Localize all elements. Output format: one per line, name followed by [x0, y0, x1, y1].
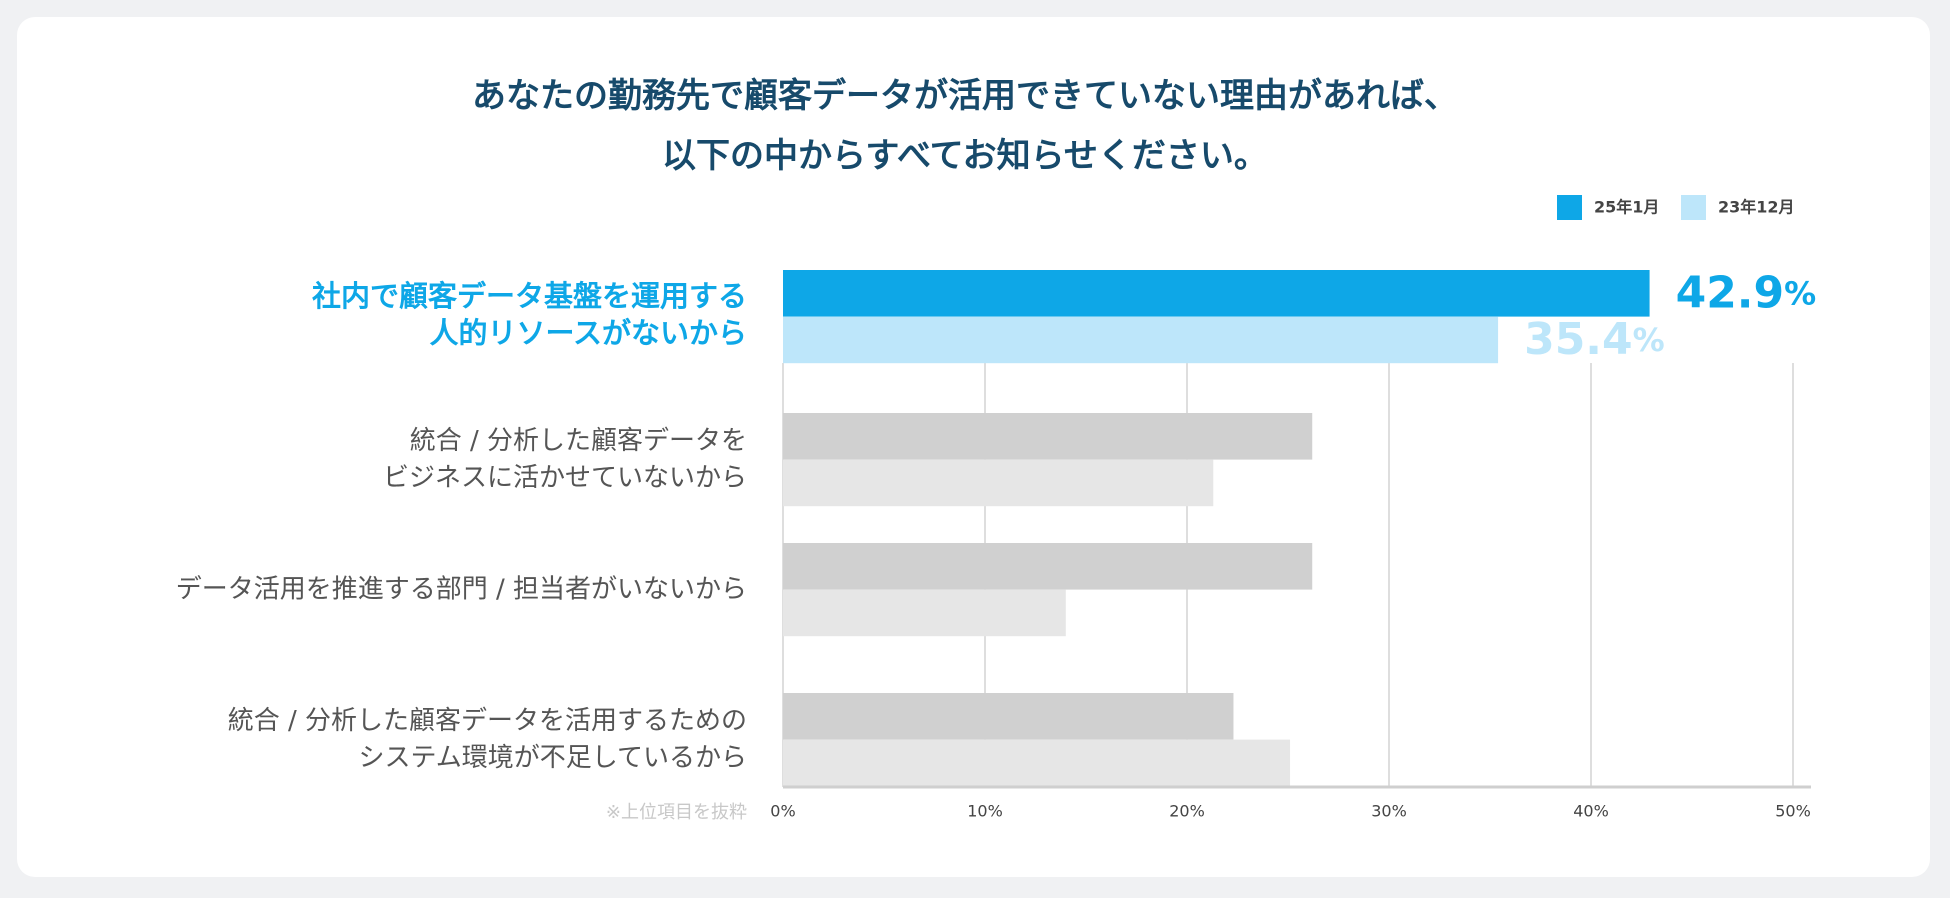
bar	[783, 413, 1313, 460]
value-label: 35.4%	[1524, 314, 1665, 365]
x-tick-label: 0%	[770, 802, 795, 821]
bar	[783, 589, 1066, 637]
x-tick-label: 10%	[967, 802, 1003, 821]
category-label: 社内で顧客データ基盤を運用する人的リソースがないから	[312, 279, 747, 350]
bar	[783, 459, 1214, 507]
category-label: 統合 / 分析した顧客データをビジネスに活かせていないから	[383, 426, 747, 493]
category-label: データ活用を推進する部門 / 担当者がいないから	[176, 574, 747, 604]
bar	[783, 693, 1234, 740]
category-label: 統合 / 分析した顧客データを活用するためのシステム環境が不足しているから	[228, 706, 747, 773]
bar	[783, 316, 1499, 364]
legend-label: 25年1月	[1594, 198, 1659, 217]
x-tick-label: 50%	[1775, 802, 1811, 821]
x-tick-label: 20%	[1169, 802, 1205, 821]
legend-label: 23年12月	[1718, 198, 1795, 217]
bar	[783, 739, 1291, 787]
value-label: 42.9%	[1676, 267, 1817, 318]
legend-swatch	[1681, 195, 1706, 220]
x-tick-label: 30%	[1371, 802, 1407, 821]
annotation: ※上位項目を抜粋	[606, 802, 747, 823]
legend-swatch	[1557, 195, 1582, 220]
chart-title: あなたの勤務先で顧客データが活用できていない理由があれば、以下の中からすべてお知…	[472, 76, 1458, 176]
bar	[783, 270, 1650, 317]
bar	[783, 543, 1313, 590]
x-tick-label: 40%	[1573, 802, 1609, 821]
